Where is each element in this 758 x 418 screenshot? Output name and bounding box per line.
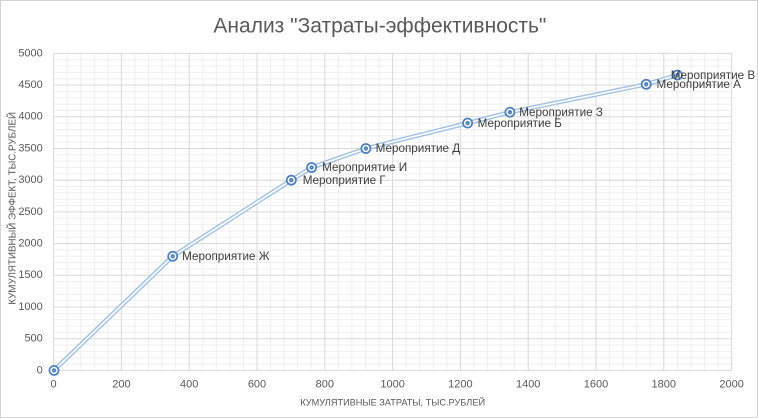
svg-text:Мероприятие В: Мероприятие В: [671, 69, 756, 82]
svg-text:2000: 2000: [18, 238, 42, 250]
svg-text:1200: 1200: [448, 379, 472, 391]
svg-text:Мероприятие З: Мероприятие З: [519, 106, 603, 119]
svg-text:500: 500: [24, 333, 42, 345]
svg-text:1600: 1600: [584, 379, 608, 391]
svg-text:Мероприятие Б: Мероприятие Б: [478, 117, 563, 130]
svg-text:0: 0: [51, 379, 57, 391]
svg-text:800: 800: [316, 379, 334, 391]
svg-text:Анализ "Затраты-эффективность": Анализ "Затраты-эффективность": [213, 15, 546, 38]
svg-text:3500: 3500: [18, 142, 42, 154]
svg-text:3000: 3000: [18, 174, 42, 186]
svg-text:Мероприятие Г: Мероприятие Г: [303, 174, 387, 187]
svg-text:0: 0: [37, 364, 43, 376]
svg-text:5000: 5000: [18, 47, 42, 59]
svg-text:200: 200: [112, 379, 130, 391]
svg-text:600: 600: [248, 379, 266, 391]
svg-text:КУМУЛЯТИВНЫЙ ЭФФЕКТ, ТЫС.РУБЛЕ: КУМУЛЯТИВНЫЙ ЭФФЕКТ, ТЫС.РУБЛЕЙ: [6, 112, 18, 305]
svg-text:1800: 1800: [652, 379, 676, 391]
svg-text:КУМУЛЯТИВНЫЕ ЗАТРАТЫ, ТЫС.РУБЛ: КУМУЛЯТИВНЫЕ ЗАТРАТЫ, ТЫС.РУБЛЕЙ: [300, 396, 485, 407]
svg-text:2000: 2000: [719, 379, 743, 391]
svg-text:1500: 1500: [18, 269, 42, 281]
svg-text:400: 400: [180, 379, 198, 391]
svg-text:2500: 2500: [18, 206, 42, 218]
svg-text:Мероприятие И: Мероприятие И: [322, 161, 407, 174]
svg-text:Мероприятие Д: Мероприятие Д: [376, 142, 461, 155]
svg-text:Мероприятие Ж: Мероприятие Ж: [182, 250, 270, 263]
svg-text:1000: 1000: [380, 379, 404, 391]
svg-text:4000: 4000: [18, 111, 42, 123]
svg-text:Мероприятие А: Мероприятие А: [657, 78, 742, 91]
svg-text:4500: 4500: [18, 79, 42, 91]
svg-text:1400: 1400: [516, 379, 540, 391]
svg-text:1000: 1000: [18, 301, 42, 313]
